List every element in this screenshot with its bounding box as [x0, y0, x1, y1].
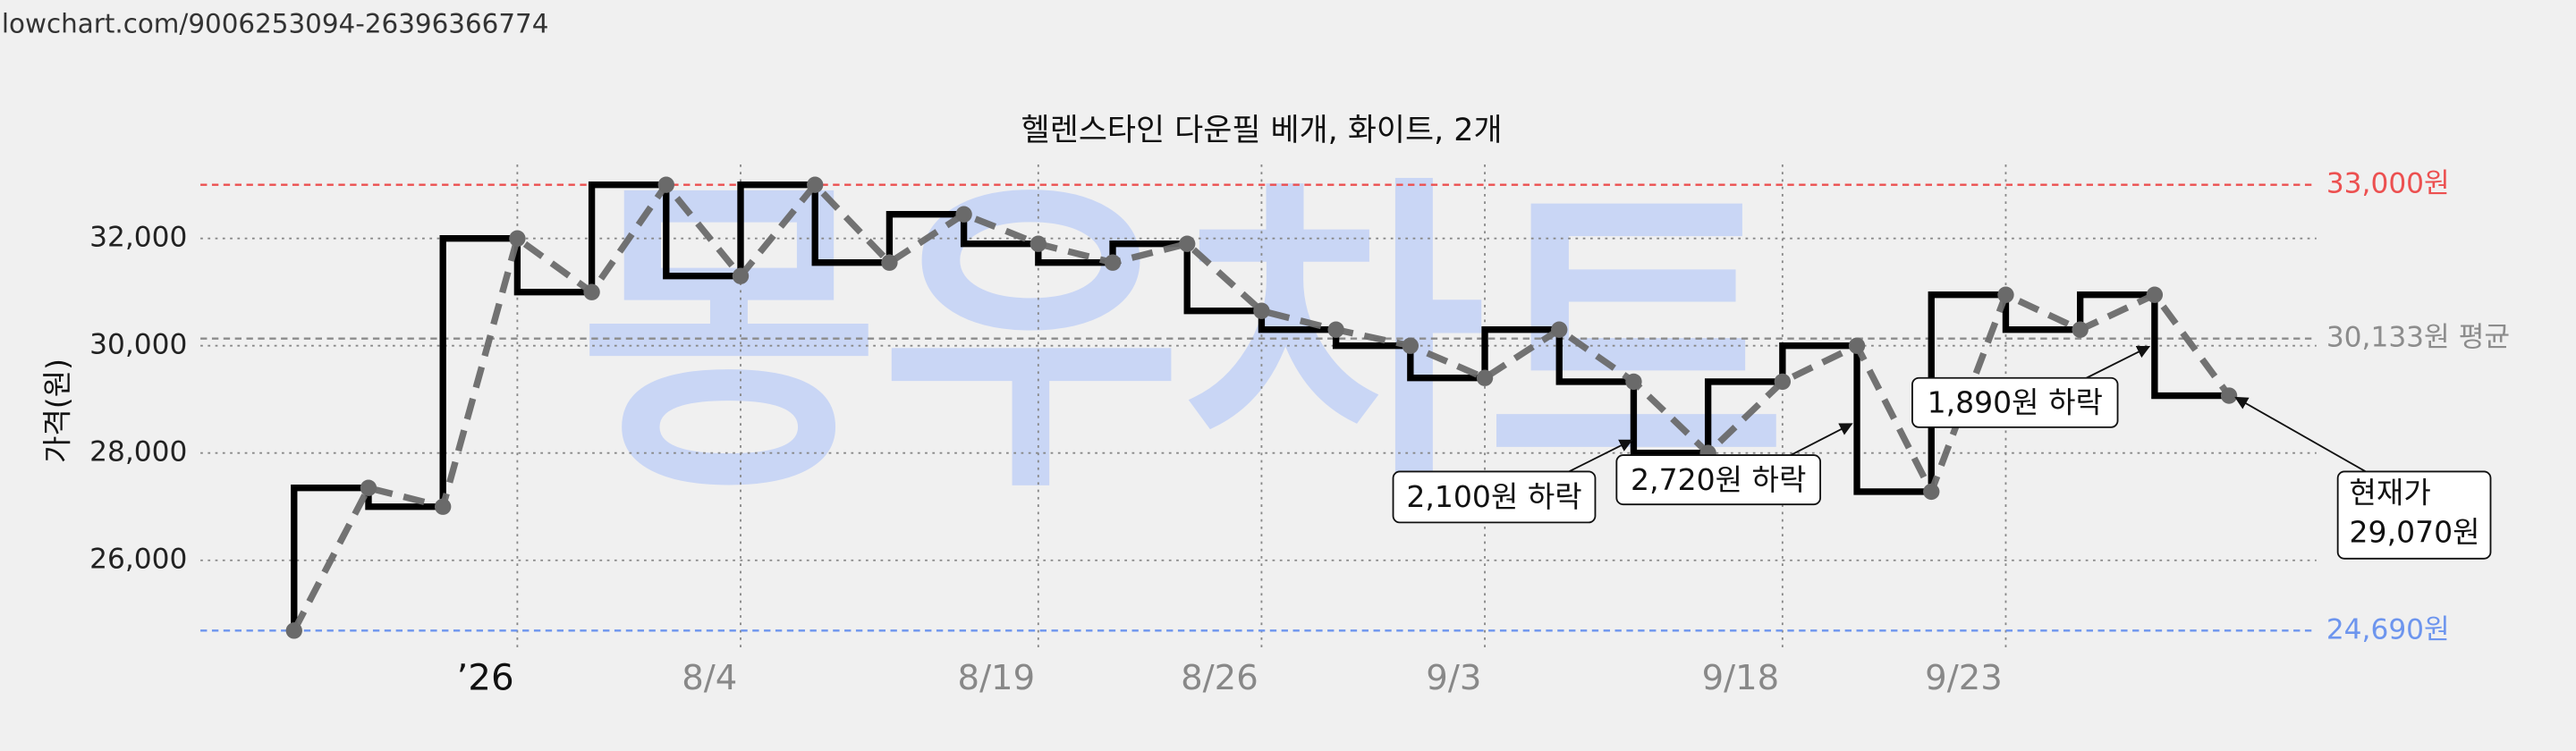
- reference-label: 33,000원: [2326, 168, 2450, 200]
- step-segment: [663, 184, 741, 280]
- annotation-arrow: [2234, 396, 2367, 473]
- step-segment: [886, 211, 964, 263]
- current-price-text: 현재가: [2350, 476, 2431, 511]
- x-tick-label: 9/18: [1702, 658, 1780, 698]
- point: [1848, 337, 1866, 354]
- step-segment: [1481, 326, 1560, 378]
- y-axis-label: 가격(원): [40, 359, 75, 463]
- reference-label: 24,690원: [2326, 613, 2450, 646]
- step-segment: [2077, 291, 2155, 330]
- point: [1923, 483, 1940, 501]
- url: lowchart.com/9006253094-26396366774: [2, 8, 549, 38]
- point: [1253, 302, 1270, 319]
- step-segment: [737, 181, 816, 276]
- chart-title: 헬렌스타인 다운필 베개, 화이트, 2개: [1021, 113, 1503, 148]
- step-segment: [588, 181, 666, 292]
- step-segment: [1555, 329, 1634, 385]
- annotation-box: [2336, 470, 2492, 560]
- step-segment: [960, 214, 1038, 248]
- step-segment: [2151, 294, 2230, 400]
- y-tick-label: 30,000: [89, 329, 187, 361]
- point: [1774, 373, 1792, 391]
- step-segment: [513, 238, 592, 296]
- x-tick-label: 8/26: [1181, 658, 1258, 698]
- x-tick-label: ’26: [456, 656, 513, 699]
- x-tick-label: 9/23: [1925, 658, 2003, 698]
- point: [2146, 286, 2164, 303]
- point: [360, 479, 377, 496]
- step-segment: [439, 235, 518, 507]
- point: [1327, 321, 1344, 338]
- point: [1104, 254, 1122, 271]
- step-segment: [1183, 243, 1262, 315]
- step-segment: [1704, 378, 1783, 453]
- point: [732, 267, 750, 284]
- annotation-box: [1911, 376, 2119, 428]
- x-tick-label: 8/4: [682, 658, 737, 698]
- step-segment: [1853, 345, 1932, 495]
- y-tick-label: 26,000: [89, 544, 187, 576]
- point: [509, 230, 526, 247]
- point: [285, 622, 302, 639]
- point: [2072, 321, 2089, 338]
- annotation-arrow: [1568, 439, 1633, 473]
- step-segment: [811, 184, 890, 266]
- annotation-box: [1615, 454, 1822, 506]
- watermark: 몽우차트: [579, 149, 1788, 532]
- annotation-text: 1,890원 하락: [1928, 385, 2103, 420]
- point: [2220, 387, 2238, 404]
- point: [657, 176, 674, 193]
- point: [1476, 369, 1494, 386]
- reference-label: 30,133원 평균: [2326, 322, 2510, 354]
- point: [1551, 321, 1568, 338]
- step-segment: [291, 485, 369, 631]
- point: [955, 206, 972, 223]
- y-tick-label: 32,000: [89, 222, 187, 254]
- step-segment: [1630, 381, 1708, 457]
- point: [881, 254, 898, 271]
- step-segment: [2002, 294, 2080, 333]
- annotation-arrow: [2086, 346, 2151, 379]
- point: [1997, 286, 2014, 303]
- y-tick-label: 28,000: [89, 436, 187, 468]
- annotation-arrow: [1790, 423, 1853, 456]
- current-price-text: 29,070원: [2350, 515, 2480, 550]
- annotation-text: 2,100원 하락: [1406, 479, 1581, 514]
- annotation-box: [1392, 470, 1597, 524]
- point: [1402, 337, 1419, 354]
- point: [435, 498, 452, 515]
- step-segment: [1407, 345, 1486, 382]
- point: [1179, 235, 1196, 252]
- point: [1625, 373, 1642, 391]
- annotation-text: 2,720원 하락: [1631, 462, 1806, 497]
- step-segment: [1779, 342, 1858, 382]
- point: [1030, 235, 1046, 252]
- point: [807, 176, 824, 193]
- x-tick-label: 8/19: [958, 658, 1036, 698]
- point: [583, 283, 600, 300]
- x-tick-label: 9/3: [1426, 658, 1481, 698]
- trend-line: [291, 179, 2233, 633]
